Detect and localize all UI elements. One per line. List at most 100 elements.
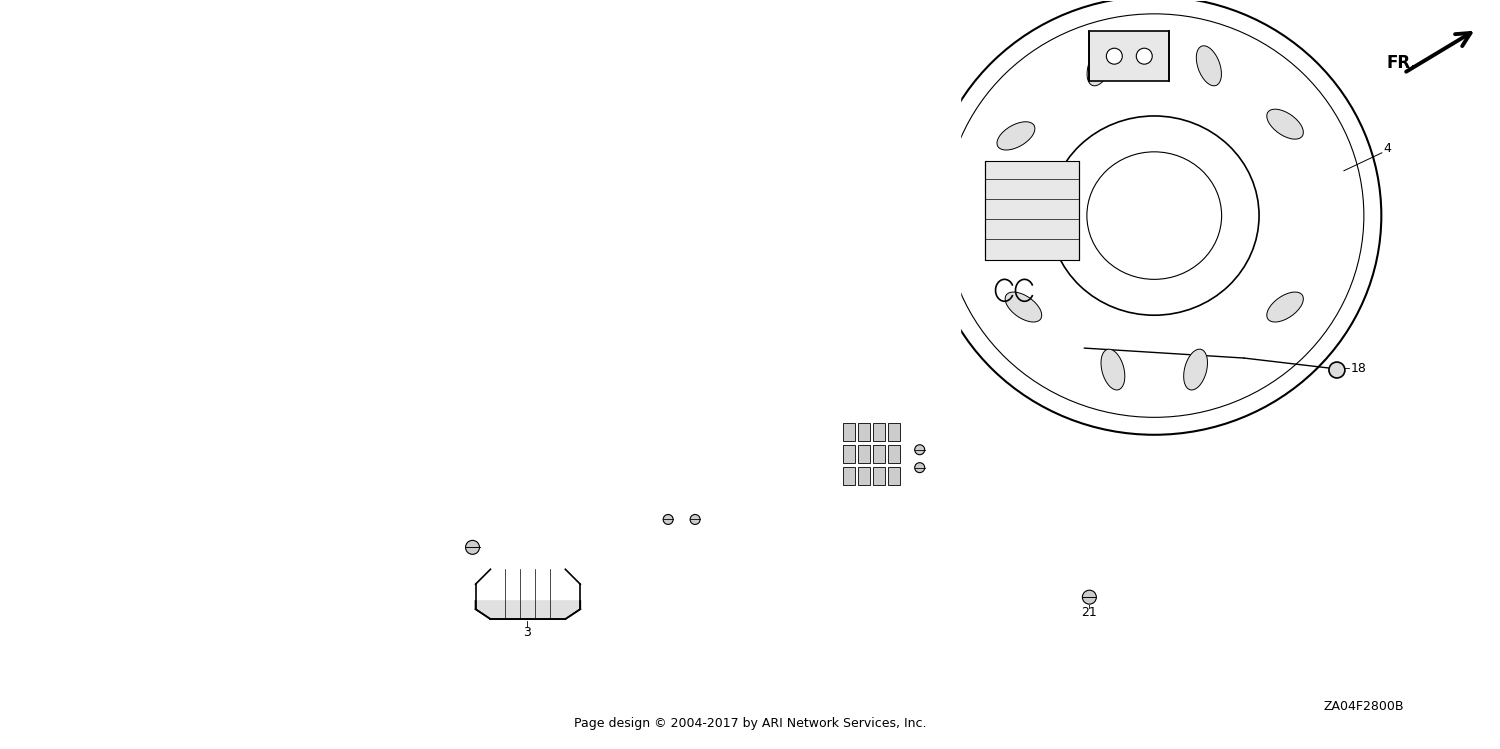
Bar — [1089, 31, 1168, 81]
Text: 28: 28 — [12, 506, 27, 517]
Text: 15: 15 — [435, 535, 450, 548]
Ellipse shape — [1184, 349, 1208, 390]
Text: 25: 25 — [698, 332, 712, 345]
Text: 20: 20 — [676, 366, 693, 380]
Bar — [576, 198, 630, 225]
Circle shape — [1137, 48, 1152, 64]
Ellipse shape — [1005, 292, 1041, 322]
Text: 27: 27 — [153, 269, 170, 282]
Circle shape — [915, 463, 924, 473]
Circle shape — [915, 445, 924, 455]
Text: Page design © 2004-2017 by ARI Network Services, Inc.: Page design © 2004-2017 by ARI Network S… — [573, 718, 926, 730]
Bar — [591, 273, 622, 294]
Circle shape — [712, 213, 723, 223]
Bar — [510, 415, 549, 482]
Text: 17: 17 — [396, 342, 412, 354]
Text: 16: 16 — [546, 226, 562, 239]
Text: 17: 17 — [498, 493, 514, 506]
Text: ZA04F2800B: ZA04F2800B — [1323, 700, 1404, 713]
Circle shape — [543, 565, 554, 575]
Ellipse shape — [1088, 46, 1112, 86]
Bar — [419, 297, 477, 332]
Circle shape — [567, 234, 574, 243]
Circle shape — [531, 506, 542, 515]
Ellipse shape — [219, 365, 453, 534]
Circle shape — [634, 106, 651, 122]
Bar — [843, 445, 855, 463]
Bar — [550, 149, 682, 542]
Polygon shape — [476, 569, 580, 619]
Text: 2: 2 — [290, 511, 298, 524]
Text: 16: 16 — [692, 239, 708, 252]
Circle shape — [470, 424, 482, 436]
Circle shape — [172, 222, 184, 234]
Text: 1: 1 — [194, 386, 201, 399]
Text: ARI: ARI — [534, 342, 726, 438]
Circle shape — [433, 353, 444, 363]
Text: 23: 23 — [622, 97, 638, 111]
Ellipse shape — [211, 157, 302, 244]
Text: 18: 18 — [1352, 362, 1366, 374]
Bar — [576, 358, 603, 386]
Bar — [828, 418, 912, 497]
Bar — [573, 195, 633, 228]
Text: FR.: FR. — [1388, 54, 1417, 72]
Polygon shape — [156, 280, 356, 415]
Bar — [2, 1, 960, 599]
Ellipse shape — [1197, 46, 1221, 86]
Circle shape — [1329, 362, 1346, 378]
Circle shape — [1107, 48, 1122, 64]
Circle shape — [1083, 590, 1096, 604]
Text: 3: 3 — [524, 625, 531, 639]
Bar — [873, 467, 885, 485]
Text: 7: 7 — [744, 491, 752, 504]
Bar — [858, 445, 870, 463]
Ellipse shape — [927, 0, 1382, 434]
Circle shape — [465, 540, 480, 554]
Text: 15: 15 — [453, 249, 468, 262]
Bar — [873, 423, 885, 440]
Text: 10: 10 — [640, 292, 656, 305]
Bar — [843, 467, 855, 485]
Text: 12: 12 — [706, 199, 723, 212]
Bar — [858, 467, 870, 485]
Text: 6: 6 — [918, 405, 926, 419]
Text: 5: 5 — [94, 369, 104, 381]
Bar — [858, 423, 870, 440]
Circle shape — [690, 515, 700, 524]
Circle shape — [663, 515, 674, 524]
Text: 26: 26 — [672, 503, 688, 516]
Circle shape — [284, 482, 298, 497]
Text: 21: 21 — [442, 538, 459, 551]
Bar — [416, 294, 480, 335]
Text: 21: 21 — [1082, 606, 1096, 619]
Circle shape — [456, 524, 468, 536]
Bar — [888, 423, 900, 440]
Circle shape — [712, 252, 720, 259]
Text: 8: 8 — [537, 202, 544, 215]
Bar — [873, 445, 885, 463]
Circle shape — [714, 341, 722, 349]
Text: 19: 19 — [540, 312, 555, 325]
Circle shape — [28, 512, 39, 523]
Bar — [562, 318, 588, 350]
Text: 13: 13 — [382, 282, 399, 295]
Ellipse shape — [510, 407, 549, 423]
Ellipse shape — [998, 122, 1035, 150]
Text: 24: 24 — [552, 366, 567, 378]
Text: 22: 22 — [686, 290, 700, 303]
Bar — [760, 488, 795, 509]
Bar — [888, 467, 900, 485]
Ellipse shape — [510, 475, 549, 491]
Ellipse shape — [12, 370, 141, 500]
Text: 15: 15 — [447, 436, 464, 449]
Ellipse shape — [1101, 349, 1125, 390]
Circle shape — [716, 274, 724, 282]
Circle shape — [570, 255, 578, 262]
Text: 17: 17 — [528, 573, 543, 586]
Bar — [984, 161, 1080, 261]
Circle shape — [474, 262, 486, 274]
Text: 11: 11 — [486, 401, 502, 414]
Bar — [600, 297, 638, 321]
Ellipse shape — [1268, 292, 1304, 322]
